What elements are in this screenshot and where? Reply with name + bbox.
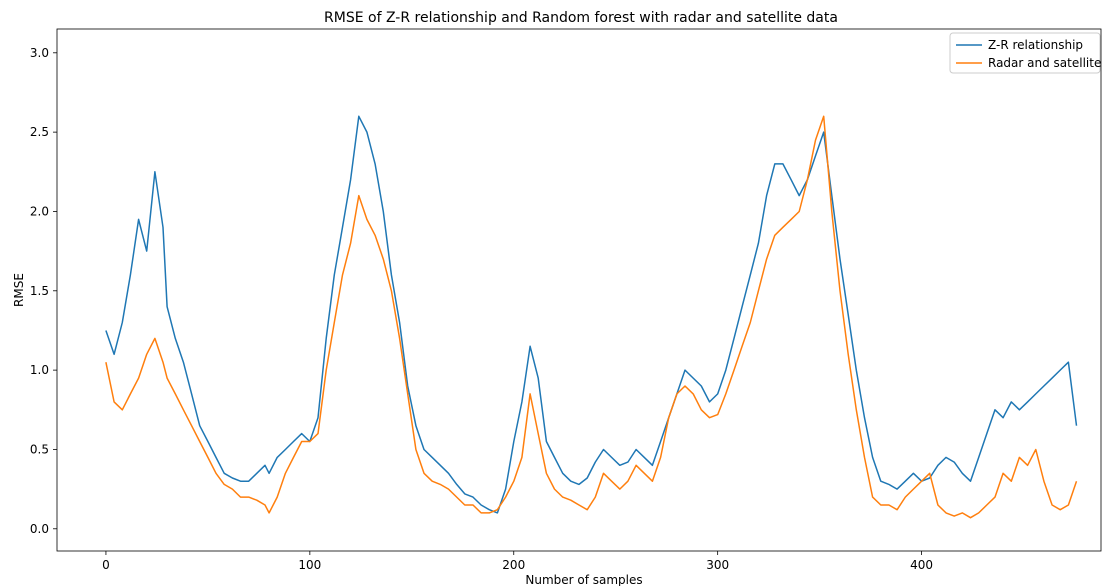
y-axis-label: RMSE [12, 273, 26, 307]
x-tick-label: 300 [706, 558, 729, 572]
series-line-1 [105, 115, 1078, 514]
x-tick-label: 200 [502, 558, 525, 572]
axes: 0 100 200 300 400 0.0 0.5 1.0 1.5 2.0 2.5 3.0 [30, 28, 1102, 572]
x-tick-label: 100 [298, 558, 321, 572]
y-tick-label: 2.5 [30, 125, 49, 139]
y-tick-label: 2.0 [30, 204, 49, 218]
legend-box [949, 32, 1101, 74]
legend-label-1: Z-R relationship [988, 38, 1083, 52]
x-axis-label: Number of samples [525, 573, 642, 586]
legend-label-2: Radar and satellite [988, 56, 1101, 70]
y-tick-label: 1.5 [30, 284, 49, 298]
y-tick-label: 3.0 [30, 46, 49, 60]
y-tick-label: 0.5 [30, 442, 49, 456]
legend: Z-R relationship Radar and satellite [949, 32, 1101, 74]
x-tick-label: 400 [910, 558, 933, 572]
chart-title: RMSE of Z-R relationship and Random fore… [324, 10, 838, 26]
series-line-2 [105, 115, 1078, 519]
y-tick-label: 0.0 [30, 522, 49, 536]
y-tick-label: 1.0 [30, 363, 49, 377]
axes-frame [56, 28, 1102, 552]
plot-area [105, 115, 1078, 519]
x-tick-label: 0 [102, 558, 110, 572]
